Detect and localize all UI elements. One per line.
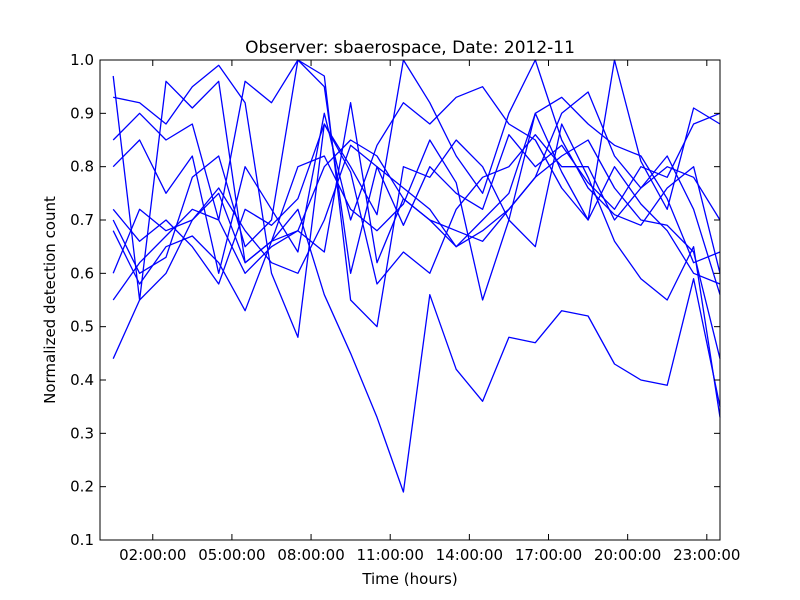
x-tick-label-6: 17:00:00: [515, 546, 582, 564]
y-axis-label: Normalized detection count: [41, 196, 59, 404]
x-tick-label-5: 14:00:00: [436, 546, 503, 564]
series-line-1: [112, 192, 721, 493]
x-tick-label-4: 11:00:00: [357, 546, 424, 564]
y-tick-label-9: 0.9: [70, 104, 94, 122]
series-line-6: [112, 59, 721, 312]
x-tick-label-2: 05:00:00: [198, 546, 265, 564]
y-tick-label-4: 0.4: [70, 371, 94, 389]
series-layer: [112, 59, 721, 493]
y-tick-label-5: 0.5: [70, 318, 94, 336]
x-tick-label-1: 02:00:00: [119, 546, 186, 564]
y-tick-label-6: 0.6: [70, 264, 94, 282]
y-tick-label-2: 0.2: [70, 478, 94, 496]
x-tick-label-3: 08:00:00: [277, 546, 344, 564]
y-tick-label-10: 1.0: [70, 51, 94, 69]
series-line-4: [112, 59, 721, 274]
ticks-layer: 02:00:00 05:00:00 08:00:00 11:00:00 14:00:00…: [70, 51, 740, 564]
y-tick-label-8: 0.8: [70, 158, 94, 176]
x-tick-label-7: 20:00:00: [594, 546, 661, 564]
series-line-8: [112, 112, 721, 274]
x-axis-label: Time (hours): [361, 570, 457, 588]
plot-frame: [99, 59, 721, 541]
chart-title: Observer: sbaerospace, Date: 2012-11: [245, 38, 575, 58]
series-line-5: [113, 59, 721, 338]
y-tick-label-1: 0.1: [70, 531, 94, 549]
y-tick-label-3: 0.3: [70, 424, 94, 442]
series-line-10: [112, 86, 721, 285]
series-line-7: [112, 75, 721, 301]
series-line-9: [112, 123, 721, 295]
x-tick-label-8: 23:00:00: [673, 546, 740, 564]
y-tick-label-7: 0.7: [70, 211, 94, 229]
